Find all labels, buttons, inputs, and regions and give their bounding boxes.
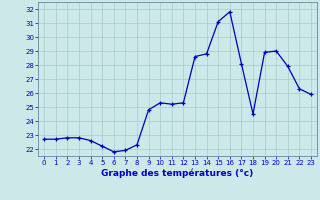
X-axis label: Graphe des températures (°c): Graphe des températures (°c) <box>101 169 254 178</box>
